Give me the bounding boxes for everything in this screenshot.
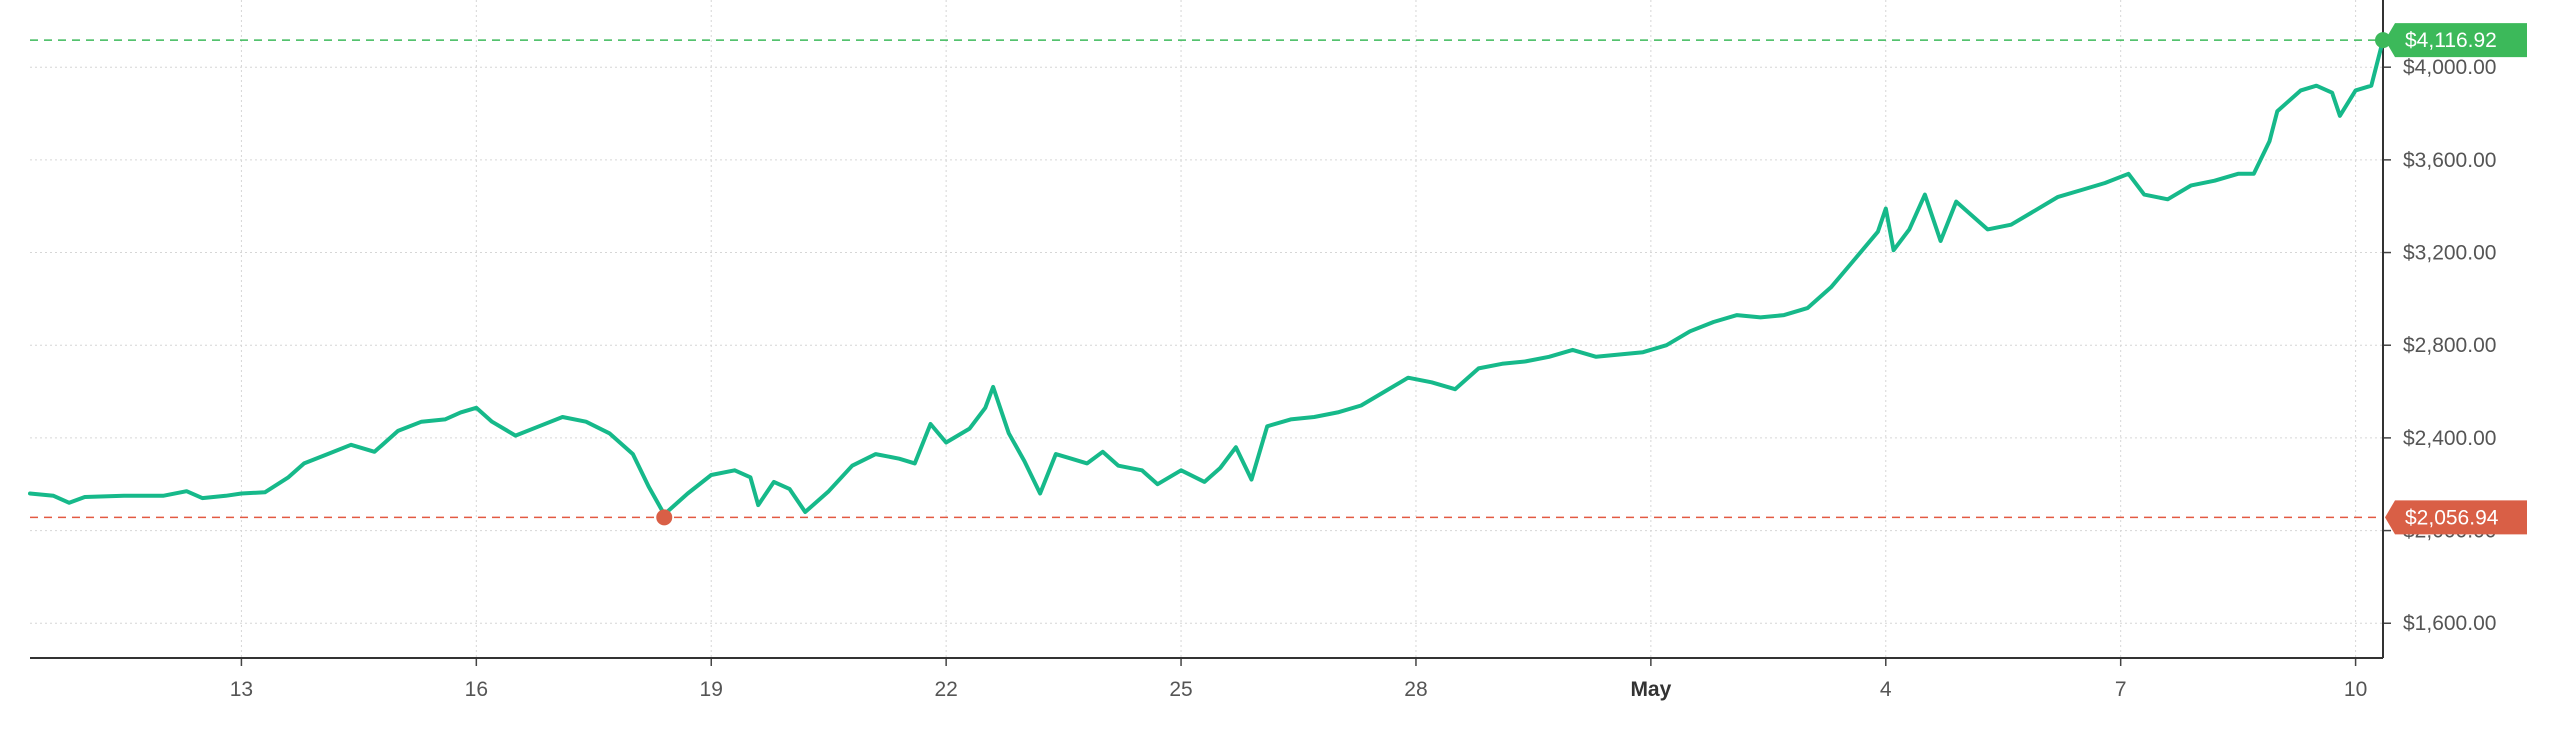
low-price-badge: $2,056.94: [2385, 500, 2527, 535]
y-gridlines: [30, 66, 2383, 624]
x-tick-label: 4: [1880, 678, 1892, 701]
x-tick-label: 19: [700, 678, 723, 701]
series-layer: [28, 38, 2385, 517]
x-gridlines: [240, 0, 2357, 658]
extreme-markers: [656, 32, 2391, 526]
y-tick-label: $2,400.00: [2403, 427, 2496, 450]
high-price-badge-background: [2385, 23, 2527, 58]
x-tick-label: 7: [2115, 678, 2127, 701]
y-tick-label: $3,200.00: [2403, 242, 2496, 265]
x-tick-label: May: [1630, 678, 1671, 701]
price-series-line: [28, 38, 2385, 517]
high-price-badge: $4,116.92: [2385, 23, 2527, 58]
y-tick-label: $4,000.00: [2403, 56, 2496, 79]
x-tick-label: 16: [465, 678, 488, 701]
x-axis-tick-labels: 13 16 19 22 25 28 May 4 7 10: [230, 678, 2368, 701]
high-price-badge-label: $4,116.92: [2405, 29, 2497, 52]
axes: [30, 0, 2391, 666]
x-tick-label: 22: [934, 678, 957, 701]
x-tick-label: 28: [1404, 678, 1427, 701]
x-tick-label: 10: [2344, 678, 2367, 701]
x-tick-label: 13: [230, 678, 253, 701]
high-point-marker: [2375, 32, 2391, 49]
y-tick-label: $3,600.00: [2403, 149, 2496, 172]
reference-lines: [30, 39, 2383, 519]
x-tick-label: 25: [1169, 678, 1192, 701]
price-badges: $4,116.92 $2,056.94: [2385, 23, 2527, 535]
low-price-badge-label: $2,056.94: [2405, 506, 2499, 529]
y-tick-label: $1,600.00: [2403, 612, 2496, 635]
low-point-marker: [656, 509, 673, 526]
low-price-badge-background: [2385, 500, 2527, 535]
y-axis-tick-labels: $1,600.00$2,000.00$2,400.00$2,800.00$3,2…: [2403, 56, 2496, 635]
y-tick-label: $2,800.00: [2403, 334, 2496, 357]
